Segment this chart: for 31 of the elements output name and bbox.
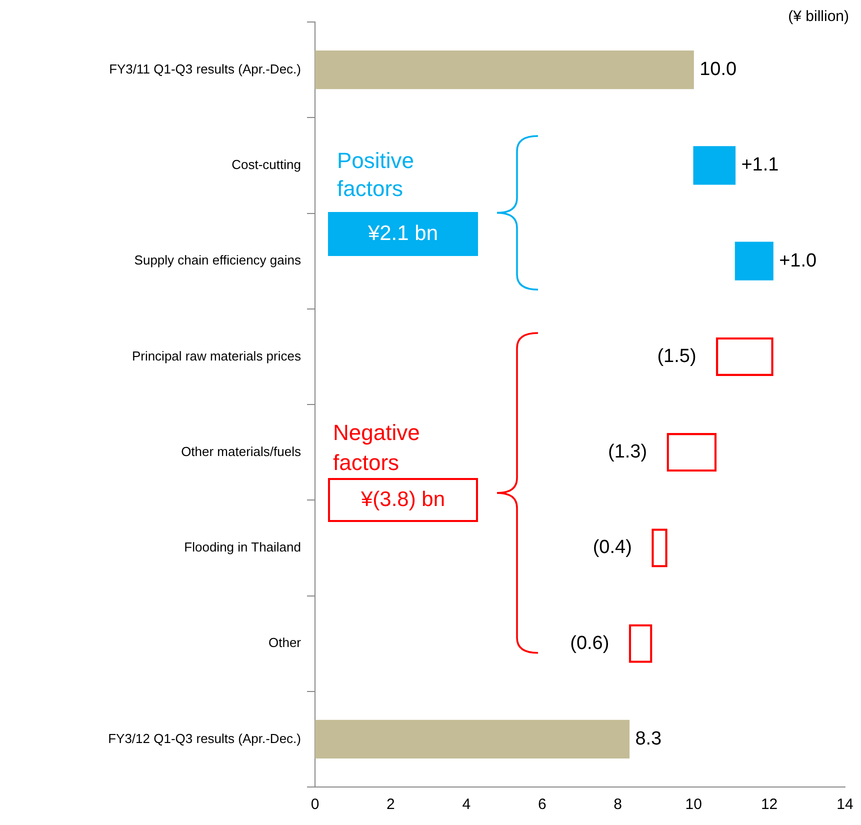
x-tick-label: 12 (760, 796, 778, 814)
data-label: (0.4) (592, 537, 632, 558)
y-tick-label: FY3/11 Q1-Q3 results (Apr.-Dec.) (109, 61, 301, 76)
x-tick-label: 4 (462, 796, 471, 814)
y-tick-label: Cost-cutting (232, 157, 301, 172)
bar (315, 50, 694, 90)
y-tick-label: FY3/12 Q1-Q3 results (Apr.-Dec.) (108, 730, 301, 746)
annotation: (¥ billion) (788, 8, 849, 25)
data-label: 8.3 (635, 728, 662, 750)
data-label: 10.0 (700, 59, 737, 80)
data-label: +1.1 (741, 154, 779, 176)
annotation: Positive factors (337, 147, 416, 204)
y-tick-label: Principal raw materials prices (132, 348, 302, 364)
y-tick-label: Flooding in Thailand (184, 540, 301, 555)
data-label: (1.5) (657, 346, 696, 367)
data-label: (0.6) (570, 632, 610, 654)
y-tick-label: Supply chain efficiency gains (134, 252, 302, 268)
x-tick-label: 0 (310, 796, 320, 814)
bar (734, 242, 774, 280)
annotation: Negative factors (333, 419, 421, 478)
bar (315, 720, 630, 759)
x-tick-label: 10 (685, 796, 702, 814)
y-tick-label: Other (268, 635, 302, 650)
x-tick-label: 14 (836, 796, 854, 814)
x-tick-label: 2 (386, 796, 395, 814)
x-tick-label: 8 (614, 796, 622, 814)
x-tick-label: 6 (538, 796, 546, 814)
y-tick-label: Other materials/fuels (181, 444, 302, 459)
bar (693, 146, 736, 185)
data-label: +1.0 (779, 250, 817, 272)
data-label: (1.3) (608, 442, 648, 463)
